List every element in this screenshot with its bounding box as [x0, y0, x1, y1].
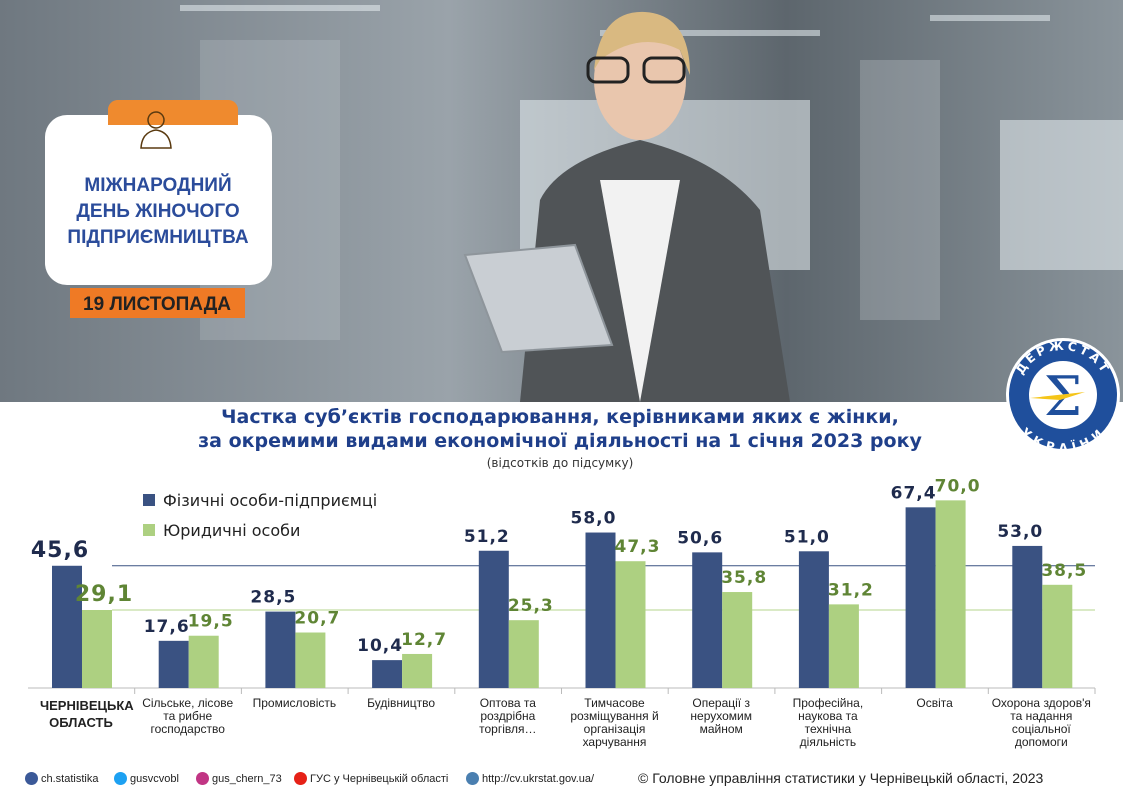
copyright: © Головне управління статистики у Чернів… — [638, 770, 1044, 786]
footer-icon — [114, 772, 127, 785]
bar — [402, 653, 433, 688]
data-label: 58,0 — [571, 509, 617, 529]
data-label: 20,7 — [294, 609, 340, 629]
bar — [692, 552, 723, 688]
data-label: 17,6 — [144, 617, 190, 637]
bar — [372, 660, 403, 688]
bar — [798, 551, 829, 688]
woman-icon — [140, 111, 172, 149]
footer-link-text[interactable]: ch.statistika — [41, 772, 99, 785]
bar — [265, 611, 296, 688]
footer-link-text[interactable]: gus_chern_73 — [212, 772, 282, 785]
data-label: 50,6 — [677, 528, 723, 548]
footer-link-text[interactable]: ГУС у Чернівецькій області — [310, 772, 449, 785]
bar — [295, 632, 326, 688]
footer-link[interactable]: ГУС у Чернівецькій області — [294, 772, 448, 785]
bar — [82, 609, 112, 688]
data-label: 28,5 — [250, 588, 296, 608]
data-label: 10,4 — [357, 636, 403, 656]
legend-label: Фізичні особи-підприємці — [163, 491, 377, 510]
data-label: 70,0 — [935, 476, 981, 496]
bar — [158, 640, 189, 688]
x-tick-label: Промисловість — [252, 696, 337, 710]
x-tick-label: Операції з нерухомим майном — [690, 696, 752, 736]
data-label: 51,2 — [464, 527, 510, 547]
data-label: 53,0 — [997, 522, 1043, 542]
person — [463, 11, 790, 402]
chart-title: Частка суб’єктів господарювання, керівни… — [221, 406, 899, 428]
footer-icon — [196, 772, 209, 785]
x-tick-label: ЧЕРНІВЕЦЬКА ОБЛАСТЬ — [40, 698, 134, 730]
data-label: 38,5 — [1041, 561, 1087, 581]
bar — [585, 532, 616, 688]
data-label: 47,3 — [615, 537, 661, 557]
footer-link[interactable]: http://cv.ukrstat.gov.ua/ — [466, 772, 594, 785]
data-label: 45,6 — [31, 538, 89, 563]
footer-icon — [466, 772, 479, 785]
legend-label: Юридичні особи — [163, 521, 300, 540]
data-label: 25,3 — [508, 596, 554, 616]
bar — [508, 620, 539, 688]
bar — [478, 550, 509, 688]
bar — [188, 635, 219, 688]
badge-title: ПІДПРИЄМНИЦТВА — [67, 227, 248, 248]
badge-title: ДЕНЬ ЖІНОЧОГО — [76, 201, 239, 222]
bar — [1042, 584, 1073, 688]
bar — [935, 500, 966, 688]
data-label: 51,0 — [784, 527, 830, 547]
footer-icon — [294, 772, 307, 785]
bar — [615, 561, 646, 688]
footer-link[interactable]: gus_chern_73 — [196, 772, 282, 785]
data-label: 12,7 — [401, 630, 447, 650]
data-label: 31,2 — [828, 580, 874, 600]
x-tick-label: Професійна, наукова та технічна діяльніс… — [792, 696, 864, 749]
chart-subtitle: (відсотків до підсумку) — [487, 456, 634, 470]
footer-icon — [25, 772, 38, 785]
x-tick-label: Сільське, лісове та рибне господарство — [142, 696, 234, 736]
x-tick-label: Освіта — [916, 696, 953, 710]
bar — [722, 592, 753, 688]
bar — [1012, 545, 1043, 688]
data-label: 29,1 — [75, 582, 133, 607]
legend-swatch — [143, 524, 155, 536]
footer-link-text[interactable]: http://cv.ukrstat.gov.ua/ — [482, 772, 595, 785]
x-tick-label: Будівництво — [367, 696, 436, 710]
logo-stroke — [1030, 392, 1085, 400]
footer-link[interactable]: ch.statistika — [25, 772, 98, 785]
footer-link[interactable]: gusvcvobl — [114, 772, 179, 785]
bar — [52, 565, 82, 688]
date-label: 19 ЛИСТОПАДА — [83, 294, 231, 315]
badge-card — [45, 115, 272, 285]
x-tick-label: Оптова та роздрібна торгівля… — [479, 696, 537, 736]
x-tick-label: Охорона здоров'я та надання соціальної д… — [991, 696, 1091, 749]
footer-link-text[interactable]: gusvcvobl — [130, 772, 179, 785]
data-label: 19,5 — [188, 612, 234, 632]
date-bar — [70, 288, 245, 318]
badge-title: МІЖНАРОДНИЙ — [84, 174, 231, 196]
data-label: 35,8 — [721, 568, 767, 588]
legend-swatch — [143, 494, 155, 506]
data-label: 67,4 — [891, 483, 937, 503]
x-tick-label: Тимчасове розміщування й організація хар… — [570, 696, 659, 749]
chart-title: за окремими видами економічної діяльност… — [198, 430, 922, 452]
bar — [828, 604, 859, 688]
bar — [905, 507, 936, 688]
